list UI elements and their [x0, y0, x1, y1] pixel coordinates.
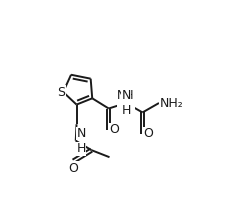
Text: O: O	[143, 127, 153, 140]
Text: NH₂: NH₂	[160, 96, 183, 110]
Text: S: S	[58, 85, 65, 99]
Text: N: N	[76, 127, 86, 140]
Text: H: H	[121, 104, 131, 117]
Text: N: N	[121, 89, 131, 102]
Text: NH
H: NH H	[117, 89, 135, 117]
Text: O: O	[109, 123, 119, 136]
Text: H: H	[76, 142, 86, 155]
Text: O: O	[68, 162, 78, 175]
